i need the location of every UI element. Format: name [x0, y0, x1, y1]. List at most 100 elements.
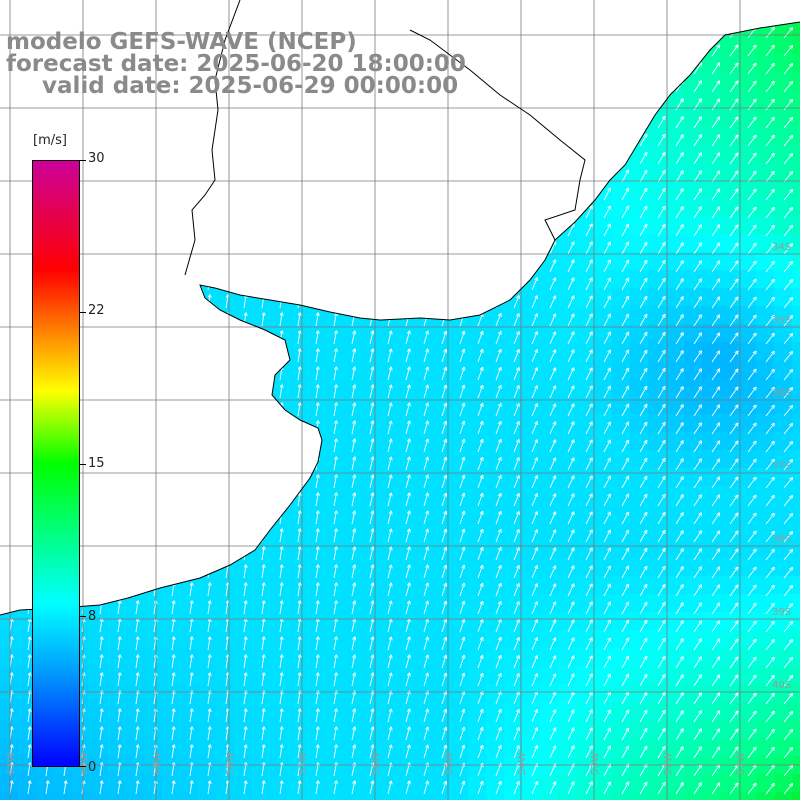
wind-arrow — [621, 226, 628, 237]
longitude-label: 54W — [517, 752, 528, 775]
wind-speed-cell — [684, 450, 702, 468]
wind-speed-cell — [738, 162, 756, 180]
wind-arrow — [423, 333, 427, 345]
wind-arrow — [621, 406, 628, 417]
wind-speed-cell — [540, 306, 558, 324]
wind-arrow — [711, 334, 719, 345]
wind-arrow — [315, 386, 318, 399]
wind-arrow — [657, 172, 664, 183]
wind-speed-cell — [630, 342, 648, 360]
wind-arrow — [711, 208, 719, 219]
wind-arrow — [369, 404, 373, 417]
wind-speed-cell — [288, 648, 306, 666]
wind-speed-cell — [576, 594, 594, 612]
wind-speed-cell — [666, 180, 684, 198]
wind-arrow — [693, 154, 701, 165]
wind-arrow — [459, 459, 464, 471]
wind-arrow — [549, 459, 555, 471]
wind-speed-cell — [576, 468, 594, 486]
wind-arrow — [369, 350, 373, 363]
wind-speed-cell — [738, 378, 756, 396]
wind-arrow — [783, 299, 792, 309]
wind-speed-cell — [432, 684, 450, 702]
wind-arrow — [693, 82, 701, 93]
wind-arrow — [693, 280, 701, 291]
wind-speed-cell — [738, 594, 756, 612]
wind-speed-cell — [720, 378, 738, 396]
longitude-label: 53W — [590, 752, 601, 775]
wind-speed-cell — [774, 414, 792, 432]
wind-arrow — [405, 368, 409, 381]
wind-speed-cell — [306, 360, 324, 378]
wind-speed-cell — [234, 702, 252, 720]
wind-arrow — [675, 370, 682, 381]
wind-speed-cell — [378, 738, 396, 756]
wind-speed-cell — [378, 558, 396, 576]
wind-arrow — [711, 244, 719, 255]
wind-speed-cell — [450, 432, 468, 450]
wind-speed-cell — [738, 360, 756, 378]
wind-speed-cell — [252, 612, 270, 630]
wind-arrow — [531, 459, 537, 471]
wind-speed-cell — [486, 774, 504, 792]
wind-speed-cell — [360, 396, 378, 414]
wind-speed-cell — [378, 414, 396, 432]
wind-arrow — [513, 297, 519, 309]
wind-speed-cell — [738, 468, 756, 486]
wind-speed-cell — [792, 234, 800, 252]
wind-arrow — [765, 317, 773, 327]
wind-speed-cell — [594, 432, 612, 450]
wind-speed-cell — [144, 648, 162, 666]
longitude-label: 59W — [152, 752, 163, 775]
wind-speed-cell — [360, 720, 378, 738]
wind-speed-cell — [396, 468, 414, 486]
wind-arrow — [297, 314, 300, 327]
wind-arrow — [495, 441, 500, 453]
wind-speed-cell — [378, 486, 396, 504]
wind-speed-cell — [594, 702, 612, 720]
wind-speed-cell — [720, 72, 738, 90]
wind-speed-cell — [306, 342, 324, 360]
wind-speed-cell — [522, 396, 540, 414]
wind-speed-cell — [594, 792, 612, 800]
wind-arrow — [765, 101, 773, 111]
wind-speed-cell — [558, 270, 576, 288]
wind-speed-cell — [486, 324, 504, 342]
wind-speed-cell — [396, 324, 414, 342]
wind-arrow — [711, 226, 719, 237]
wind-speed-cell — [396, 540, 414, 558]
wind-speed-cell — [198, 576, 216, 594]
wind-speed-cell — [0, 630, 18, 648]
wind-speed-cell — [396, 720, 414, 738]
wind-speed-cell — [702, 252, 720, 270]
wind-arrow — [405, 350, 409, 363]
wind-arrow — [765, 65, 773, 75]
wind-arrow — [675, 136, 682, 147]
wind-speed-cell — [792, 72, 800, 90]
wind-speed-cell — [774, 486, 792, 504]
wind-speed-cell — [162, 774, 180, 792]
wind-arrow — [783, 191, 792, 201]
wind-arrow — [729, 280, 737, 291]
wind-speed-cell — [216, 684, 234, 702]
wind-speed-cell — [702, 594, 720, 612]
wind-speed-cell — [414, 576, 432, 594]
wind-arrow — [603, 225, 610, 237]
wind-arrow — [567, 459, 573, 471]
wind-arrow — [351, 350, 355, 363]
wind-arrow — [297, 332, 300, 345]
wind-speed-cell — [774, 270, 792, 288]
wind-speed-cell — [684, 522, 702, 540]
wind-speed-cell — [288, 594, 306, 612]
wind-speed-cell — [774, 432, 792, 450]
wind-speed-cell — [306, 648, 324, 666]
wind-speed-cell — [774, 324, 792, 342]
wind-arrow — [423, 477, 427, 489]
wind-speed-cell — [666, 702, 684, 720]
wind-arrow — [459, 441, 464, 453]
wind-speed-cell — [630, 648, 648, 666]
wind-speed-cell — [450, 342, 468, 360]
wind-speed-cell — [468, 630, 486, 648]
wind-speed-cell — [774, 522, 792, 540]
wind-arrow — [495, 405, 500, 417]
